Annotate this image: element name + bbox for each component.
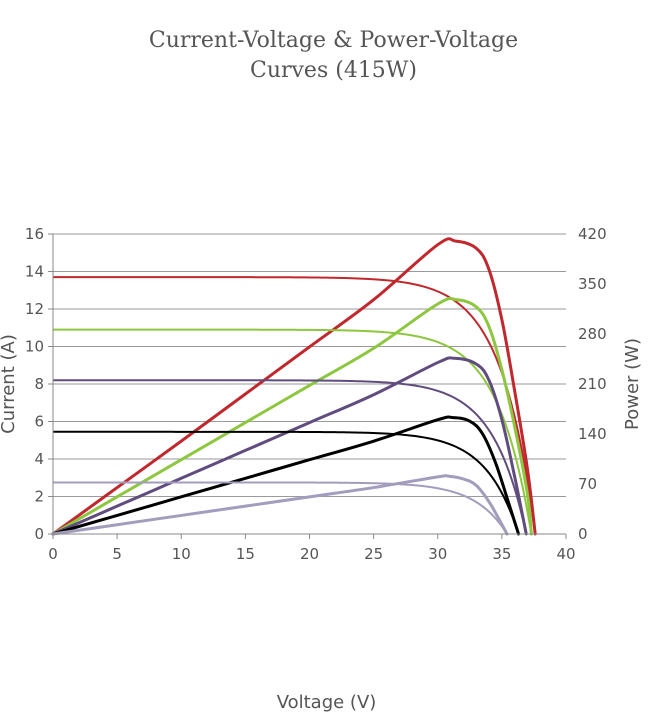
x-tick-label: 25 bbox=[364, 545, 383, 563]
y-left-tick-label: 6 bbox=[34, 413, 44, 431]
pv-curve-3 bbox=[51, 356, 528, 536]
iv-curve-4 bbox=[53, 430, 520, 535]
y-left-tick-label: 8 bbox=[34, 375, 44, 393]
x-tick-label: 5 bbox=[112, 545, 122, 563]
y-left-tick-label: 14 bbox=[25, 263, 44, 281]
x-tick-label: 20 bbox=[300, 545, 319, 563]
y-right-tick-label: 70 bbox=[578, 475, 597, 493]
x-axis-label: Voltage (V) bbox=[276, 692, 377, 713]
chart-title-line1: Current-Voltage & Power-Voltage bbox=[148, 28, 519, 53]
iv-curve-3 bbox=[53, 379, 528, 535]
y-right-tick-label: 0 bbox=[578, 525, 588, 543]
pv-curve-4 bbox=[51, 415, 521, 536]
y-axis-left-label: Current (A) bbox=[0, 334, 19, 434]
y-right-tick-label: 210 bbox=[578, 375, 607, 393]
axes bbox=[48, 233, 567, 539]
y-left-tick-label: 10 bbox=[25, 338, 44, 356]
x-tick-label: 40 bbox=[556, 545, 575, 563]
y-left-tick-label: 0 bbox=[34, 525, 44, 543]
y-right-tick-label: 350 bbox=[578, 275, 607, 293]
y-left-tick-label: 2 bbox=[34, 488, 44, 506]
chart-title: Current-Voltage & Power-Voltage Curves (… bbox=[0, 26, 653, 86]
y-left-tick-label: 16 bbox=[25, 225, 44, 243]
iv-curve-5 bbox=[53, 481, 508, 535]
chart-title-line2: Curves (415W) bbox=[249, 58, 418, 83]
tick-labels: 0 5 10 15 20 25 30 35 40024681012141607014021028… bbox=[25, 225, 607, 563]
x-tick-label: 35 bbox=[492, 545, 511, 563]
y-right-tick-label: 140 bbox=[578, 425, 607, 443]
y-axis-right-label: Power (W) bbox=[622, 338, 643, 430]
iv-curve-2 bbox=[53, 328, 533, 535]
y-left-tick-label: 4 bbox=[34, 450, 44, 468]
y-left-tick-label: 12 bbox=[25, 300, 44, 318]
x-tick-label: 10 bbox=[172, 545, 191, 563]
y-right-tick-label: 280 bbox=[578, 325, 607, 343]
pv-curve-5 bbox=[51, 474, 509, 536]
y-right-tick-label: 420 bbox=[578, 225, 607, 243]
pv-curve-2 bbox=[51, 296, 533, 536]
x-tick-label: 30 bbox=[428, 545, 447, 563]
x-tick-label: 0 bbox=[48, 545, 58, 563]
data-curves bbox=[51, 237, 537, 536]
pv-curve-1 bbox=[51, 237, 537, 536]
x-tick-label: 15 bbox=[236, 545, 255, 563]
